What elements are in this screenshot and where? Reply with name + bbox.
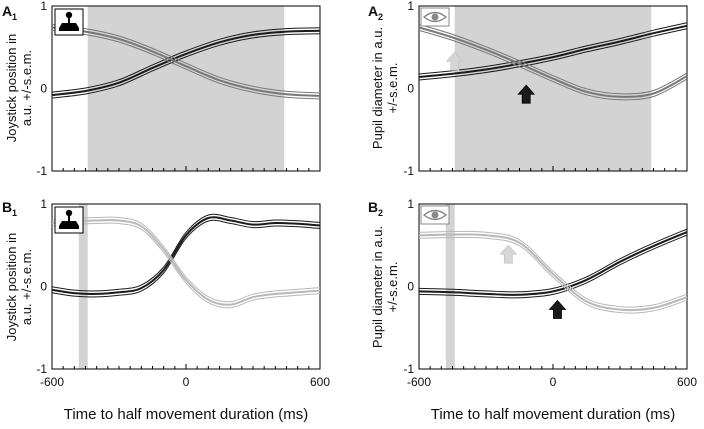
panel-a2-y-ticks: 1 0 -1 [403,0,414,178]
joystick-icon [54,8,84,36]
b1-falling-sem-lower [51,222,321,309]
x-axis-label-left: Time to half movement duration (ms) [64,406,309,423]
b1-y-tick-label: 0 [40,280,47,294]
b2-x-tick-label: -600 [407,375,431,389]
b1-x-tick-label: 600 [310,375,330,389]
b1-y-tick-label: -1 [36,362,47,376]
eye-icon [420,7,450,27]
panel-a1-ylabel-line1: Joystick position in [4,34,19,142]
b2-rising-sem-lower [418,234,688,299]
panel-b1-ylabel-line2: a.u. +/-s.e.m. [19,249,34,325]
b2-y-tick-label: -1 [403,362,414,376]
a2-arrow-2 [517,84,536,104]
panel-b1-x-ticks: -600 0 600 [40,364,330,389]
b1-y-tick-label: 1 [40,197,47,211]
b2-falling-sem-lower [418,236,688,314]
panel-b2-ylabel-line2: +/-s.e.m. [385,262,400,313]
panel-a1: 1 0 -1 A 1 Joystick position in a.u. +/-s.… [2,0,321,178]
a1-rising-line [51,29,321,97]
panel-a1-letter: A [2,3,12,19]
b1-rising-sem-upper [51,213,321,292]
panel-b1: -600 0 600 1 0 -1 B 1 Joystick position in a… [2,197,330,389]
panel-a2-letter: A [368,3,378,19]
panel-a2-ylabel-line1: Pupil diameter in a.u. [370,27,385,149]
panel-a2-subscript: 2 [378,12,383,22]
a2-y-tick-label: 0 [407,82,414,96]
panel-b2-ylabel-line1: Pupil diameter in a.u. [370,226,385,348]
panel-a1-series [51,23,321,100]
panel-b2-y-ticks: 1 0 -1 [403,197,414,376]
panel-b2-shade [445,204,455,369]
b2-x-tick-label: 0 [550,375,557,389]
panel-a2-arrows [445,51,536,104]
panel-b2-series [418,228,688,314]
panel-b1-ylabel-line1: Joystick position in [4,233,19,341]
panel-a2-ylabel-line2: +/-s.e.m. [385,63,400,114]
b1-x-tick-label: -600 [40,375,64,389]
b1-x-tick-label: 0 [183,375,190,389]
a1-rising-sem-lower [51,33,321,99]
panel-b2-frame [418,203,688,370]
b2-rising-sem-upper [418,228,688,293]
a2-rising-sem-upper [418,22,688,75]
b1-rising-sem-lower [51,219,321,298]
panel-b1-shade [78,204,88,369]
a2-falling-sem-upper [418,23,688,95]
b2-rising-line [418,231,688,296]
b1-falling-sem-upper [51,216,321,303]
a2-rising-line [418,24,688,78]
a1-y-tick-label: -1 [36,164,47,178]
panel-a1-shade [87,6,285,171]
panel-a2: 1 0 -1 A 2 Pupil diameter in a.u. +/-s.e.m… [368,0,688,178]
panel-b1-letter: B [2,199,12,215]
panel-b2: -600 0 600 1 0 -1 B 2 Pupil diameter in a.u.… [368,197,697,389]
panel-a1-x-ticks [51,166,321,171]
joystick-icon [54,206,84,234]
a2-arrow-1 [445,51,464,71]
a2-falling-line [418,26,688,98]
b2-y-tick-label: 0 [407,280,414,294]
panel-b1-frame [51,203,321,370]
panel-b1-subscript: 1 [12,208,17,218]
a2-falling-sem-lower [418,29,688,101]
a2-y-tick-label: -1 [403,164,414,178]
a2-rising-sem-lower [418,28,688,81]
panel-b2-letter: B [368,199,378,215]
panel-b2-x-ticks: -600 0 600 [407,364,697,389]
panel-b1-y-ticks: 1 0 -1 [36,197,47,376]
panel-a2-shade [454,6,652,171]
a2-y-tick-label: 1 [407,0,414,13]
panel-a2-x-ticks [418,166,688,171]
b1-rising-line [51,216,321,295]
eye-icon [420,205,450,225]
panel-a1-subscript: 1 [12,12,17,22]
b2-arrow-1 [499,244,518,264]
panel-b2-subscript: 2 [378,208,383,218]
a1-falling-sem-upper [51,23,321,94]
b2-falling-sem-upper [418,230,688,308]
panel-a1-y-ticks: 1 0 -1 [36,0,47,178]
a1-falling-sem-lower [51,29,321,100]
b1-falling-line [51,219,321,306]
panel-a1-ylabel-line2: a.u. +/-s.e.m. [19,50,34,126]
x-axis-label-right: Time to half movement duration (ms) [431,406,676,423]
b2-arrow-2 [548,299,567,319]
panel-b2-arrows [499,244,567,319]
a1-y-tick-label: 0 [40,82,47,96]
b2-x-tick-label: 600 [677,375,697,389]
a1-falling-line [51,26,321,97]
a1-y-tick-label: 1 [40,0,47,13]
panel-a2-series [418,22,688,101]
b2-falling-line [418,233,688,312]
b2-y-tick-label: 1 [407,197,414,211]
panel-b1-series [51,213,321,309]
a1-rising-sem-upper [51,27,321,93]
